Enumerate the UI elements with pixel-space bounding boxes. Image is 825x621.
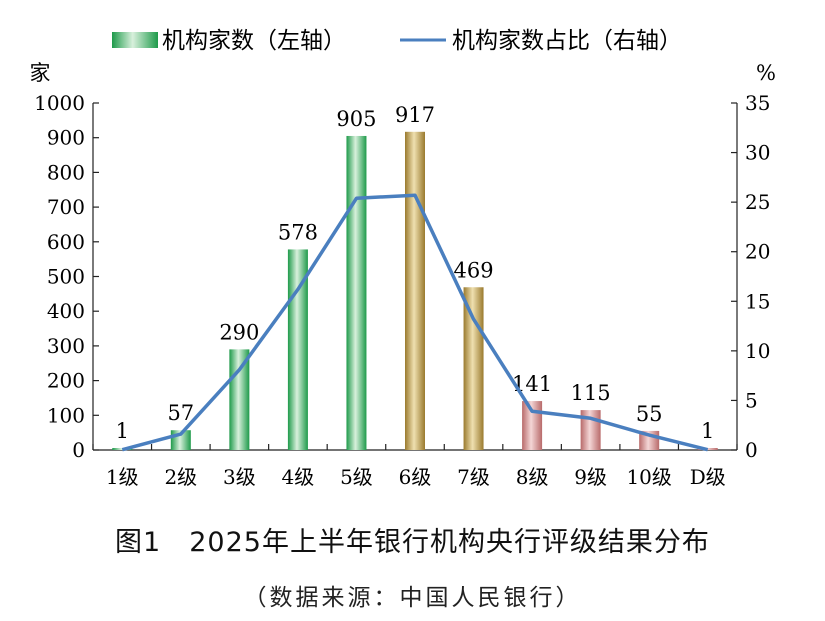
y-tick-label: 0 — [72, 438, 85, 462]
x-tick-label: 9级 — [574, 465, 607, 489]
y-tick-label: 800 — [47, 160, 85, 184]
bar-line-chart: 机构家数（左轴） 机构家数占比（右轴） 家 % 0100200300400500… — [30, 28, 776, 489]
y-tick-label: 200 — [47, 369, 85, 393]
x-tick-label: 2级 — [164, 465, 197, 489]
y2-tick-label: 30 — [745, 141, 770, 165]
bar-value-label: 115 — [571, 381, 611, 405]
y-tick-label: 400 — [47, 299, 85, 323]
figure-source: （数据来源：中国人民银行） — [243, 585, 582, 611]
y-tick-label: 900 — [47, 126, 85, 150]
bar — [346, 135, 367, 450]
x-tick-labels: 1级 2级 3级 4级 5级 6级 7级 8级 9级 10级 D级 — [106, 465, 726, 489]
bar-value-label: 57 — [167, 401, 194, 425]
y2-tick-label: 25 — [745, 190, 770, 214]
bar — [405, 131, 425, 450]
x-tick-label: 1级 — [106, 465, 139, 489]
x-tick-label: 3级 — [223, 465, 256, 489]
bar-value-labels: 1 57 290 578 905 917 469 141 115 55 1 — [116, 103, 715, 443]
bar — [463, 287, 484, 450]
y-tick-label: 700 — [47, 195, 85, 219]
y2-tick-label: 20 — [745, 240, 770, 264]
bars — [112, 131, 718, 450]
legend: 机构家数（左轴） 机构家数占比（右轴） — [112, 28, 682, 54]
bar-value-label: 469 — [453, 258, 493, 282]
share-line-path — [121, 193, 709, 452]
bar-value-label: 141 — [512, 372, 552, 396]
x-tick-label: 4级 — [282, 465, 315, 489]
legend-bar-swatch — [112, 32, 158, 48]
x-tick-label: D级 — [690, 465, 726, 489]
bar — [229, 349, 250, 450]
axes: 0 100 200 300 400 500 600 700 800 900 1000 0 5 10 15 20… — [34, 91, 770, 462]
y-tick-label: 1000 — [34, 91, 85, 115]
bar-value-label: 55 — [636, 402, 663, 426]
y-tick-label: 500 — [47, 265, 85, 289]
share-line — [121, 193, 709, 452]
bar-value-label: 578 — [278, 220, 318, 244]
y-tick-label: 300 — [47, 334, 85, 358]
bar — [287, 249, 308, 450]
y2-tick-label: 5 — [745, 388, 758, 412]
bar-value-label: 1 — [116, 419, 129, 443]
y2-tick-label: 35 — [745, 91, 770, 115]
x-tick-label: 6级 — [399, 465, 432, 489]
figure-title: 图1 2025年上半年银行机构央行评级结果分布 — [115, 527, 710, 558]
y2-tick-label: 0 — [745, 438, 758, 462]
x-tick-label: 7级 — [457, 465, 490, 489]
y-axis-unit-label: 家 — [30, 61, 51, 85]
bar-value-label: 1 — [701, 419, 714, 443]
y2-tick-label: 10 — [745, 339, 770, 363]
bar-value-label: 290 — [219, 320, 259, 344]
legend-line-label: 机构家数占比（右轴） — [452, 28, 682, 54]
bar-value-label: 905 — [336, 107, 376, 131]
y2-axis-unit-label: % — [756, 61, 776, 85]
y2-tick-label: 15 — [745, 289, 770, 313]
x-tick-label: 8级 — [516, 465, 549, 489]
y-tick-label: 600 — [47, 230, 85, 254]
bar-value-label: 917 — [395, 103, 435, 127]
y-tick-label: 100 — [47, 403, 85, 427]
x-tick-label: 10级 — [626, 465, 671, 489]
legend-bar-label: 机构家数（左轴） — [162, 28, 346, 54]
x-tick-label: 5级 — [340, 465, 373, 489]
